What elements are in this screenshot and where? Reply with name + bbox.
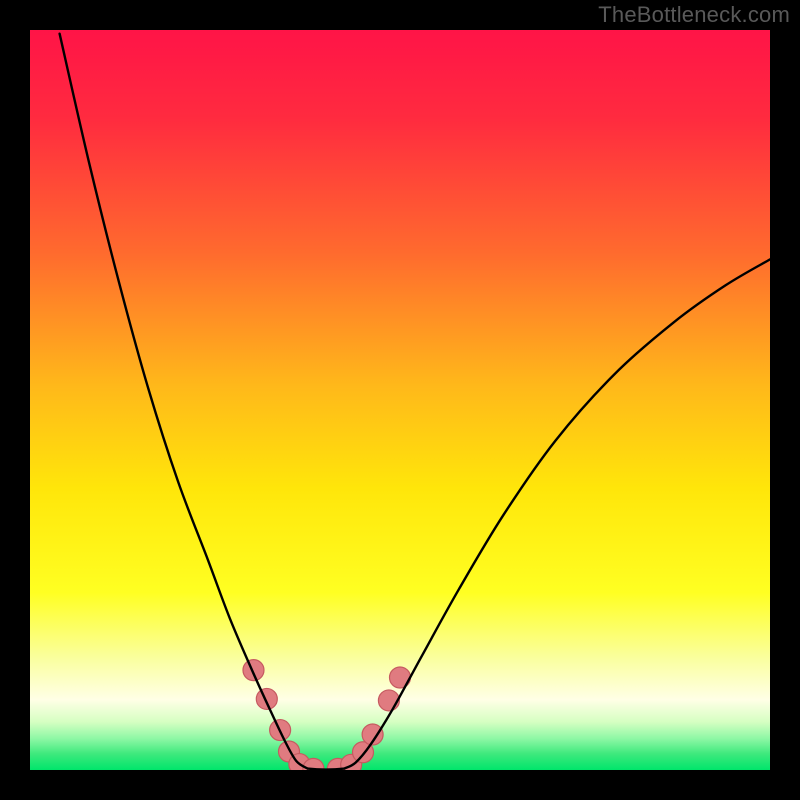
chart-container: TheBottleneck.com bbox=[0, 0, 800, 800]
marker-point bbox=[256, 688, 277, 709]
curve-valley bbox=[308, 769, 345, 770]
gradient-background bbox=[30, 30, 770, 770]
watermark-text: TheBottleneck.com bbox=[598, 2, 790, 28]
bottleneck-chart bbox=[0, 0, 800, 800]
marker-point bbox=[243, 660, 264, 681]
